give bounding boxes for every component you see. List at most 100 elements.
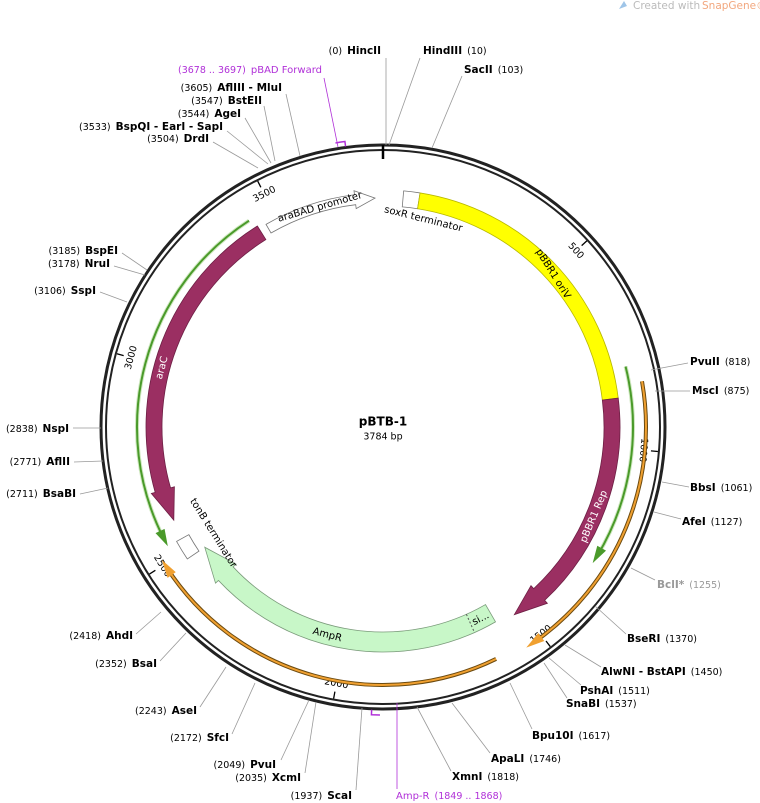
scale-tick bbox=[116, 353, 124, 357]
site-label: (3106) SspI bbox=[34, 285, 96, 297]
site-label-part: XmnI bbox=[452, 771, 482, 783]
site-label-part: (2172) bbox=[170, 733, 202, 744]
feature-tonb bbox=[176, 534, 200, 560]
site-label: SacII (103) bbox=[464, 64, 523, 76]
site-label: BseRI (1370) bbox=[627, 633, 697, 645]
site-label-part: XcmI bbox=[272, 772, 301, 784]
credit-prefix: Created with bbox=[633, 0, 700, 12]
primer-label-part: (3678 .. 3697) bbox=[178, 65, 246, 76]
site-label: (2049) PvuI bbox=[213, 759, 276, 771]
site-label: (2172) SfcI bbox=[170, 732, 229, 744]
primer-mark bbox=[370, 709, 380, 716]
site-label: (3185) BspEI bbox=[49, 245, 118, 257]
site-label-part: (2418) bbox=[69, 631, 101, 642]
feature-arabad bbox=[265, 190, 376, 234]
site-label-part: AlwNI - BstAPI bbox=[601, 666, 686, 678]
scale-tick bbox=[581, 240, 588, 247]
site-label: (2418) AhdI bbox=[69, 630, 133, 642]
site-label: (2035) XcmI bbox=[235, 772, 301, 784]
feature-ampr bbox=[204, 546, 497, 653]
site-leader bbox=[121, 252, 148, 271]
site-leader bbox=[661, 481, 690, 488]
site-label: (1937) ScaI bbox=[291, 790, 352, 802]
site-label-part: (1450) bbox=[691, 667, 723, 678]
scale-tick bbox=[257, 180, 262, 188]
site-leader bbox=[650, 362, 689, 371]
site-label: (3605) AflIII - MluI bbox=[181, 82, 282, 94]
site-label-part: SnaBI bbox=[566, 698, 600, 710]
site-leader bbox=[135, 611, 162, 635]
site-label-part: AhdI bbox=[106, 630, 133, 642]
site-leader bbox=[79, 487, 109, 495]
feature-signal-divider bbox=[465, 614, 475, 633]
site-leader bbox=[159, 632, 187, 662]
site-label-part: AfeI bbox=[682, 516, 706, 528]
site-label-part: (3605) bbox=[181, 83, 213, 94]
site-leader bbox=[594, 605, 627, 635]
site-label-part: (1061) bbox=[721, 483, 753, 494]
site-leader bbox=[280, 699, 310, 761]
feature-line-left bbox=[136, 219, 250, 540]
site-label: PvuII (818) bbox=[690, 356, 750, 368]
feature-label: pBBR1 oriV bbox=[533, 247, 572, 301]
site-label-part: (1937) bbox=[291, 791, 323, 802]
site-label: AlwNI - BstAPI (1450) bbox=[601, 666, 722, 678]
site-label-part: (1370) bbox=[665, 634, 697, 645]
feature-line-right-head bbox=[592, 545, 607, 564]
feature-line-left-head bbox=[155, 528, 168, 547]
site-label-part: (2035) bbox=[235, 773, 267, 784]
feature-line-rep-head bbox=[526, 633, 545, 648]
site-leader bbox=[285, 93, 301, 157]
site-label-part: AseI bbox=[172, 705, 197, 717]
site-leader bbox=[509, 682, 533, 730]
scale-tick-label: 3000 bbox=[123, 345, 140, 371]
site-leader bbox=[263, 105, 276, 162]
site-leader bbox=[548, 657, 582, 686]
plasmid-length: 3784 bp bbox=[363, 432, 402, 443]
scale-tick bbox=[333, 691, 336, 699]
site-label-part: (2838) bbox=[6, 424, 38, 435]
site-label: AfeI (1127) bbox=[682, 516, 742, 528]
site-label-part: (0) bbox=[329, 46, 342, 57]
feature-line-right bbox=[596, 366, 634, 557]
site-label-part: BseRI bbox=[627, 633, 660, 645]
site-leader bbox=[416, 706, 452, 772]
site-label-part: (1617) bbox=[579, 731, 611, 742]
site-leader bbox=[388, 57, 421, 146]
feature-arac bbox=[145, 225, 267, 522]
site-label-part: MscI bbox=[692, 385, 719, 397]
site-leader bbox=[431, 75, 463, 149]
site-label-part: AflII bbox=[46, 456, 70, 468]
site-leader bbox=[199, 666, 227, 708]
site-leader bbox=[355, 707, 363, 791]
credit-icon bbox=[619, 1, 627, 9]
site-leader bbox=[630, 567, 656, 581]
site-label-part: BspQI - EarI - SapI bbox=[116, 121, 223, 133]
site-label: (2243) AseI bbox=[135, 705, 197, 717]
site-leader bbox=[212, 141, 259, 169]
primer-mark bbox=[335, 140, 347, 147]
site-label-part: (1537) bbox=[605, 699, 637, 710]
site-label-part: HincII bbox=[347, 45, 381, 57]
site-leader bbox=[244, 117, 272, 164]
site-label-part: (2711) bbox=[6, 489, 38, 500]
site-label-part: (2771) bbox=[10, 457, 42, 468]
site-label-part: PshAI bbox=[580, 685, 613, 697]
scale-tick bbox=[650, 450, 658, 453]
site-leader bbox=[451, 702, 491, 754]
site-label-part: AflIII - MluI bbox=[217, 82, 282, 94]
feature-rep bbox=[513, 397, 621, 616]
site-label-part: (1255) bbox=[689, 580, 721, 591]
site-leader bbox=[564, 644, 602, 668]
site-leader bbox=[73, 460, 104, 463]
site-label-part: (3504) bbox=[147, 134, 179, 145]
site-leader bbox=[543, 662, 568, 699]
site-leader bbox=[113, 265, 146, 276]
feature-label: araBAD promoter bbox=[277, 190, 365, 225]
site-label-part: (3185) bbox=[49, 246, 81, 257]
site-label-part: (3547) bbox=[191, 96, 223, 107]
scale-tick-label: 3500 bbox=[251, 184, 278, 205]
site-label-part: (1127) bbox=[711, 517, 743, 528]
site-label: (2771) AflII bbox=[10, 456, 70, 468]
